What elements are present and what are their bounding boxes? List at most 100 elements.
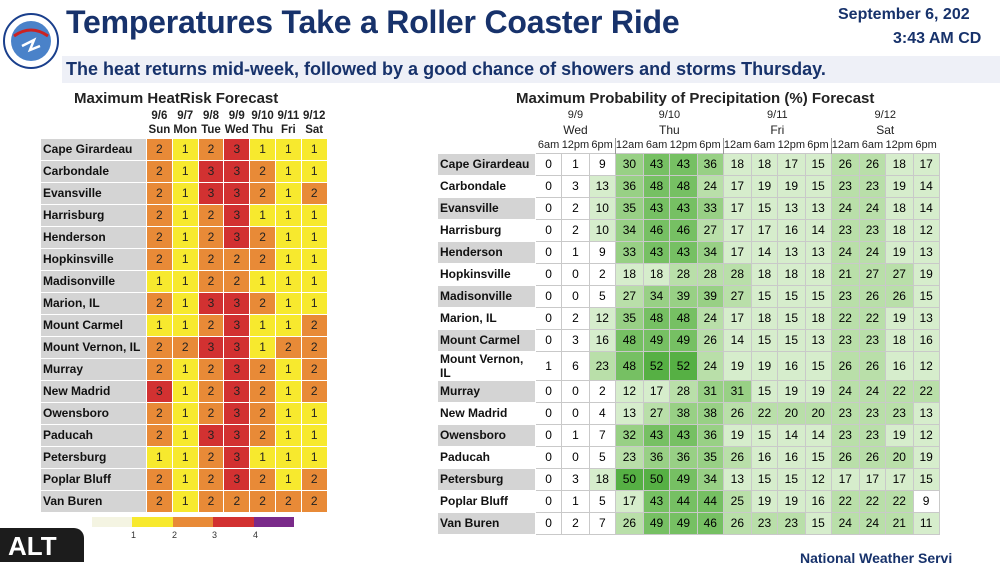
pop-cell: 23 <box>830 174 860 198</box>
heatrisk-cell: 2 <box>249 247 276 271</box>
pop-cell: 19 <box>804 379 832 403</box>
pop-cell: 24 <box>858 379 887 403</box>
pop-cell: 24 <box>858 196 887 220</box>
heatrisk-col-date: 9/9 <box>223 109 250 123</box>
location-name: Harrisburg <box>437 218 536 242</box>
pop-cell: 3 <box>561 174 590 198</box>
heatrisk-cell: 2 <box>249 401 276 425</box>
pop-cell: 9 <box>588 152 616 176</box>
pop-cell: 18 <box>722 152 752 176</box>
alt-text-button[interactable]: ALT <box>0 528 84 562</box>
pop-cell: 18 <box>642 262 671 286</box>
location-name: Van Buren <box>40 489 147 513</box>
heatrisk-cell: 2 <box>146 489 173 513</box>
pop-cell: 34 <box>642 284 671 308</box>
heatrisk-cell: 2 <box>249 467 276 491</box>
pop-cell: 16 <box>885 350 914 381</box>
location-name: Cape Girardeau <box>437 152 536 176</box>
pop-cell: 19 <box>885 306 914 330</box>
pop-cell: 49 <box>669 467 698 491</box>
pop-cell: 14 <box>804 218 832 242</box>
pop-cell: 48 <box>642 174 671 198</box>
heatrisk-cell: 1 <box>171 269 199 293</box>
pop-cell: 0 <box>534 401 563 425</box>
pop-cell: 15 <box>804 152 832 176</box>
pop-cell: 48 <box>669 306 698 330</box>
main-title: Temperatures Take a Roller Coaster Ride <box>66 4 680 40</box>
pop-cell: 18 <box>777 262 806 286</box>
pop-cell: 48 <box>614 328 644 352</box>
heatrisk-cell: 1 <box>171 445 199 469</box>
pop-cell: 13 <box>804 196 832 220</box>
pop-cell: 0 <box>534 328 563 352</box>
table-row: Mount Vernon, IL 2 2 3 3 1 2 2 <box>40 335 328 359</box>
heatrisk-col-date: 9/10 <box>249 109 276 123</box>
heatrisk-col-date: 9/7 <box>172 109 199 123</box>
heatrisk-col-day: Mon <box>172 123 199 138</box>
pop-cell: 36 <box>614 174 644 198</box>
pop-cell: 26 <box>722 511 752 535</box>
pop-cell: 17 <box>750 218 779 242</box>
heatrisk-cell: 2 <box>300 313 328 337</box>
pop-cell: 16 <box>588 328 616 352</box>
pop-cell: 26 <box>858 350 887 381</box>
heatrisk-cell: 2 <box>300 181 328 205</box>
table-row: Madisonville 1 1 2 2 1 1 1 <box>40 269 328 293</box>
pop-time-row: 6am 12pm 6pm 12am 6am 12pm 6pm 12am 6am 12pm 6pm 12… <box>437 138 940 153</box>
pop-cell: 13 <box>588 174 616 198</box>
pop-cell: 26 <box>858 445 887 469</box>
table-row: Marion, IL 0 2 12 35 48 48 24 17 18 15 18 22 22 19 13 <box>437 306 940 330</box>
pop-cell: 17 <box>722 306 752 330</box>
pop-cell: 17 <box>858 467 887 491</box>
pop-cell: 18 <box>804 262 832 286</box>
pop-cell: 52 <box>669 350 698 381</box>
pop-cell: 23 <box>777 511 806 535</box>
pop-cell: 24 <box>696 174 724 198</box>
heatrisk-cell: 1 <box>274 423 302 447</box>
pop-cell: 20 <box>804 401 832 425</box>
heatrisk-cell: 2 <box>300 335 328 359</box>
pop-cell: 19 <box>912 262 940 286</box>
heatrisk-cell: 3 <box>197 291 225 315</box>
pop-time-label: 12am <box>614 138 644 153</box>
heatrisk-cell: 1 <box>274 247 302 271</box>
heatrisk-col-day: Fri <box>275 123 302 138</box>
pop-cell: 18 <box>614 262 644 286</box>
location-name: Carbondale <box>40 159 147 183</box>
pop-cell: 23 <box>588 350 616 381</box>
heatrisk-cell: 2 <box>249 357 276 381</box>
pop-cell: 20 <box>885 445 914 469</box>
pop-cell: 17 <box>912 152 940 176</box>
location-name: Van Buren <box>437 511 536 535</box>
pop-cell: 36 <box>669 445 698 469</box>
pop-cell: 3 <box>561 467 590 491</box>
location-name: Paducah <box>40 423 147 447</box>
pop-cell: 24 <box>696 350 724 381</box>
legend-swatch <box>92 517 133 527</box>
heatrisk-cell: 1 <box>274 181 302 205</box>
heatrisk-cell: 2 <box>146 357 173 381</box>
pop-cell: 16 <box>777 350 806 381</box>
heatrisk-cell: 1 <box>171 379 199 403</box>
pop-cell: 14 <box>722 328 752 352</box>
heatrisk-cell: 2 <box>274 489 302 513</box>
legend-swatch <box>172 517 214 527</box>
legend-swatch <box>253 517 295 527</box>
pop-cell: 28 <box>722 262 752 286</box>
pop-cell: 0 <box>534 262 563 286</box>
heatrisk-cell: 2 <box>146 335 173 359</box>
location-name: Petersburg <box>437 467 536 491</box>
pop-cell: 0 <box>534 152 563 176</box>
pop-cell: 32 <box>614 423 644 447</box>
pop-day-row: Wed Thu Fri Sat <box>437 122 940 138</box>
pop-cell: 0 <box>534 379 563 403</box>
heatrisk-cell: 1 <box>171 159 199 183</box>
pop-cell: 26 <box>858 284 887 308</box>
pop-cell: 17 <box>722 240 752 264</box>
pop-cell: 34 <box>696 467 724 491</box>
pop-cell: 16 <box>804 489 832 513</box>
pop-cell: 23 <box>858 401 887 425</box>
pop-cell: 0 <box>561 379 590 403</box>
pop-cell: 27 <box>614 284 644 308</box>
pop-cell: 12 <box>912 423 940 447</box>
